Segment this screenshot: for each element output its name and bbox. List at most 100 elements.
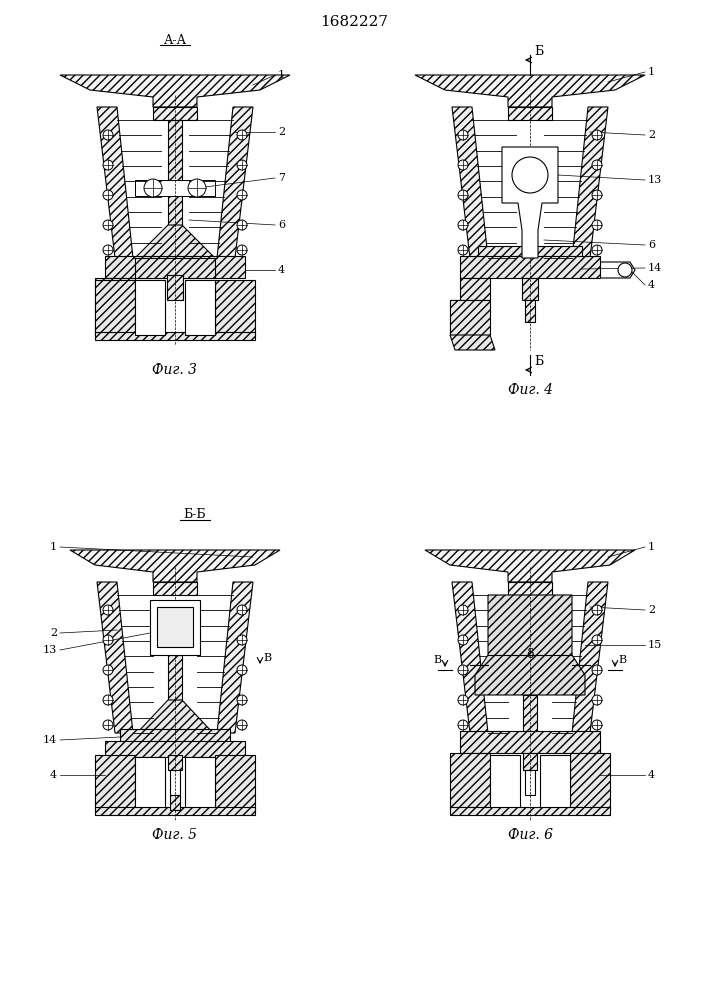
Circle shape (592, 130, 602, 140)
Circle shape (458, 190, 468, 200)
Circle shape (458, 160, 468, 170)
Bar (450, 753, 490, 810)
Bar (450, 300, 490, 335)
Bar (105, 741, 245, 757)
Circle shape (592, 190, 602, 200)
Bar (167, 275, 183, 300)
Bar (95, 280, 135, 335)
Bar (153, 582, 197, 595)
Bar (185, 280, 215, 335)
Circle shape (237, 130, 247, 140)
Circle shape (237, 665, 247, 675)
Circle shape (458, 720, 468, 730)
Circle shape (188, 179, 206, 197)
Circle shape (458, 605, 468, 615)
Bar (525, 300, 535, 322)
Circle shape (458, 665, 468, 675)
Text: 6: 6 (648, 240, 655, 250)
Circle shape (237, 635, 247, 645)
Text: В: В (618, 655, 626, 665)
Circle shape (237, 190, 247, 200)
Bar (135, 180, 215, 196)
Polygon shape (70, 550, 280, 582)
Polygon shape (97, 582, 133, 733)
Bar (522, 278, 538, 300)
Circle shape (103, 130, 113, 140)
Circle shape (458, 635, 468, 645)
Text: В: В (434, 655, 442, 665)
Circle shape (237, 220, 247, 230)
Text: Б-Б: Б-Б (184, 508, 206, 522)
Text: А-А: А-А (163, 33, 187, 46)
Polygon shape (425, 550, 635, 582)
Text: Б: Б (534, 355, 543, 368)
Circle shape (237, 245, 247, 255)
Bar (120, 729, 230, 743)
Bar (540, 755, 570, 810)
Polygon shape (475, 595, 585, 695)
Bar (150, 600, 200, 655)
Polygon shape (450, 335, 495, 350)
Circle shape (103, 635, 113, 645)
Bar (135, 258, 215, 278)
Circle shape (103, 245, 113, 255)
Text: Б: Б (534, 45, 543, 58)
Polygon shape (125, 700, 225, 743)
Circle shape (592, 160, 602, 170)
Bar (215, 755, 255, 810)
Circle shape (237, 720, 247, 730)
Text: Фиг. 3: Фиг. 3 (153, 363, 197, 377)
Polygon shape (95, 278, 135, 335)
Text: 2: 2 (648, 605, 655, 615)
Text: 7: 7 (278, 173, 285, 183)
Text: 13: 13 (648, 175, 662, 185)
Bar (157, 607, 193, 647)
Circle shape (237, 160, 247, 170)
Text: 2: 2 (278, 127, 285, 137)
Bar (153, 107, 197, 120)
Circle shape (103, 220, 113, 230)
Text: Фиг. 6: Фиг. 6 (508, 828, 552, 842)
Text: 14: 14 (42, 735, 57, 745)
Circle shape (237, 695, 247, 705)
Polygon shape (217, 107, 253, 258)
Circle shape (592, 695, 602, 705)
Circle shape (618, 263, 632, 277)
Text: 15: 15 (648, 640, 662, 650)
Bar (135, 757, 165, 810)
Bar (525, 770, 535, 795)
Circle shape (458, 130, 468, 140)
Text: 1: 1 (648, 67, 655, 77)
Polygon shape (452, 107, 488, 258)
Circle shape (592, 665, 602, 675)
Polygon shape (450, 278, 490, 335)
Text: Фиг. 5: Фиг. 5 (153, 828, 197, 842)
Circle shape (512, 157, 548, 193)
Circle shape (103, 695, 113, 705)
Bar (460, 731, 600, 753)
Polygon shape (572, 582, 608, 733)
Circle shape (458, 695, 468, 705)
Bar (523, 753, 537, 770)
Polygon shape (572, 107, 608, 258)
Circle shape (237, 605, 247, 615)
Bar (570, 753, 610, 810)
Circle shape (144, 179, 162, 197)
Polygon shape (415, 75, 645, 107)
Bar (523, 695, 537, 733)
Text: 4: 4 (648, 280, 655, 290)
Circle shape (458, 245, 468, 255)
Circle shape (458, 220, 468, 230)
Circle shape (103, 720, 113, 730)
Circle shape (592, 245, 602, 255)
Bar (168, 120, 182, 258)
Circle shape (103, 605, 113, 615)
Bar (95, 807, 255, 815)
Bar (105, 256, 245, 278)
Bar (168, 655, 182, 700)
Text: 13: 13 (42, 645, 57, 655)
Polygon shape (125, 225, 225, 268)
Bar (170, 795, 180, 810)
Text: 1: 1 (278, 70, 285, 80)
Bar (135, 280, 165, 335)
